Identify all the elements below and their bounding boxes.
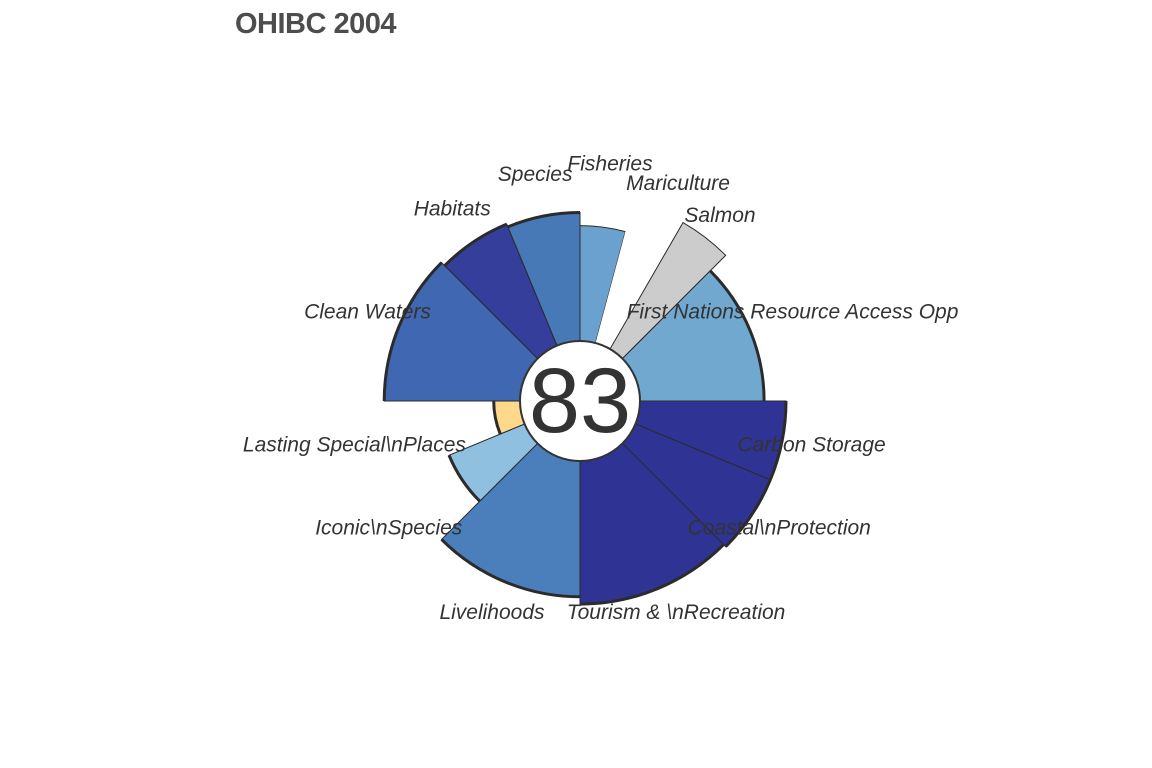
petal-outline-species — [507, 211, 581, 229]
center-disc — [519, 340, 641, 462]
petal-outlines — [382, 211, 788, 606]
petals — [383, 202, 787, 605]
petal-label-livelihoods: Livelihoods — [439, 601, 545, 624]
petal-label-carbon-storage: Carbon Storage — [737, 433, 885, 456]
petal-label-salmon: Salmon — [684, 204, 755, 227]
petal-outline-iconic-species — [447, 454, 481, 503]
petal-label-lasting-special-places: Lasting Special\nPlaces — [243, 433, 466, 456]
petal-label-mariculture: Mariculture — [626, 172, 730, 195]
petal-label-habitats: Habitats — [414, 197, 492, 220]
petal-label-fisheries: Fisheries — [567, 153, 653, 176]
petal-outline-lasting-special-places — [492, 400, 502, 435]
petal-label-clean-waters: Clean Waters — [304, 301, 431, 324]
petal-outline-coastal-protection — [724, 479, 772, 548]
center-score: 83 — [529, 350, 631, 452]
petal-outline-first-nations-resource-access-opp — [709, 269, 766, 402]
petal-outline-livelihoods — [440, 538, 581, 599]
petal-mariculture — [595, 202, 683, 350]
petal-outline-clean-waters — [382, 261, 443, 402]
petal-label-first-nations-resource-access-opp: First Nations Resource Access Opp — [627, 301, 959, 324]
petal-bg-lasting-special-places — [371, 401, 525, 481]
chart-title: OHIBC 2004 — [235, 8, 397, 40]
petal-label-iconic-species: Iconic\nSpecies — [315, 516, 463, 539]
petal-outline-habitats — [443, 222, 508, 267]
petal-outline-carbon-storage — [768, 400, 788, 481]
petal-label-species: Species — [498, 163, 573, 186]
petal-label-coastal-protection: Coastal\nProtection — [688, 516, 871, 539]
petal-label-tourism-recreation: Tourism & \nRecreation — [567, 601, 786, 624]
petal-outline-tourism-recreation — [579, 543, 725, 606]
